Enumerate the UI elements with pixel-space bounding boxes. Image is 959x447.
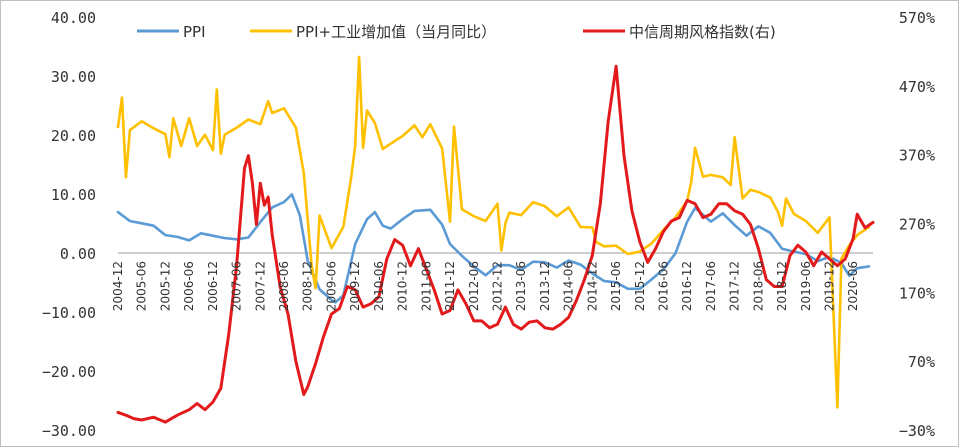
- legend: PPI PPI+工业增加值（当月同比） 中信周期风格指数(右): [137, 23, 776, 41]
- x-tick-label: 2016-12: [680, 261, 694, 311]
- x-tick-label: 2012-06: [467, 261, 481, 311]
- x-tick-label: 2009-06: [325, 261, 339, 311]
- x-tick-label: 2018-06: [751, 261, 765, 311]
- series-line-citic-cyclical-index: [116, 64, 875, 424]
- x-tick-label: 2010-06: [372, 261, 386, 311]
- x-tick-label: 2005-06: [135, 261, 149, 311]
- x-tick-label: 2019-06: [799, 261, 813, 311]
- x-tick-label: 2009-12: [348, 261, 362, 311]
- right-tick-label: 270%: [899, 216, 935, 234]
- legend-label: 中信周期风格指数(右): [629, 23, 776, 41]
- x-tick-label: 2015-12: [633, 261, 647, 311]
- left-tick-label: −20.00: [42, 363, 96, 381]
- x-tick-label: 2016-06: [657, 261, 671, 311]
- x-tick-label: 2012-12: [491, 261, 505, 311]
- legend-label: PPI+工业增加值（当月同比）: [296, 23, 496, 41]
- left-tick-label: −30.00: [42, 422, 96, 440]
- legend-label: PPI: [183, 23, 206, 41]
- x-tick-label: 2008-06: [277, 261, 291, 311]
- x-tick-label: 2014-06: [562, 261, 576, 311]
- x-tick-label: 2015-06: [609, 261, 623, 311]
- series-line-ppi-plus-industrial: [116, 55, 871, 409]
- x-tick-label: 2005-12: [158, 261, 172, 311]
- x-axis-ticks: 2004-12 2005-06 2005-12 2006-06 2006-12 2007-…: [111, 261, 860, 311]
- left-tick-label: −10.00: [42, 304, 96, 322]
- x-tick-label: 2017-06: [704, 261, 718, 311]
- right-axis-ticks: 570% 470% 370% 270% 170% 70% −30%: [899, 9, 935, 440]
- x-tick-label: 2011-06: [419, 261, 433, 311]
- x-tick-label: 2006-12: [206, 261, 220, 311]
- right-tick-label: 370%: [899, 147, 935, 165]
- x-tick-label: 2007-06: [230, 261, 244, 311]
- left-tick-label: 0.00: [60, 245, 96, 263]
- x-tick-label: 2007-12: [253, 261, 267, 311]
- left-axis-ticks: 40.00 30.00 20.00 10.00 0.00 −10.00 −20.00 −30.…: [42, 9, 96, 440]
- plot-area: [116, 55, 875, 424]
- left-tick-label: 20.00: [51, 127, 96, 145]
- x-tick-label: 2011-12: [443, 261, 457, 311]
- x-tick-label: 2004-12: [111, 261, 125, 311]
- left-tick-label: 10.00: [51, 186, 96, 204]
- x-tick-label: 2010-12: [396, 261, 410, 311]
- x-tick-label: 2006-06: [182, 261, 196, 311]
- series-line-ppi: [116, 193, 871, 304]
- right-tick-label: 470%: [899, 78, 935, 96]
- x-tick-label: 2014-12: [585, 261, 599, 311]
- x-tick-label: 2008-12: [301, 261, 315, 311]
- x-tick-label: 2013-12: [538, 261, 552, 311]
- left-tick-label: 40.00: [51, 9, 96, 27]
- right-tick-label: 70%: [908, 353, 935, 371]
- x-tick-label: 2017-12: [728, 261, 742, 311]
- left-tick-label: 30.00: [51, 68, 96, 86]
- right-tick-label: 170%: [899, 284, 935, 302]
- x-tick-label: 2018-12: [775, 261, 789, 311]
- x-tick-label: 2013-06: [514, 261, 528, 311]
- x-tick-label: 2020-06: [846, 261, 860, 311]
- x-tick-label: 2019-12: [823, 261, 837, 311]
- right-tick-label: 570%: [899, 9, 935, 27]
- right-tick-label: −30%: [899, 422, 935, 440]
